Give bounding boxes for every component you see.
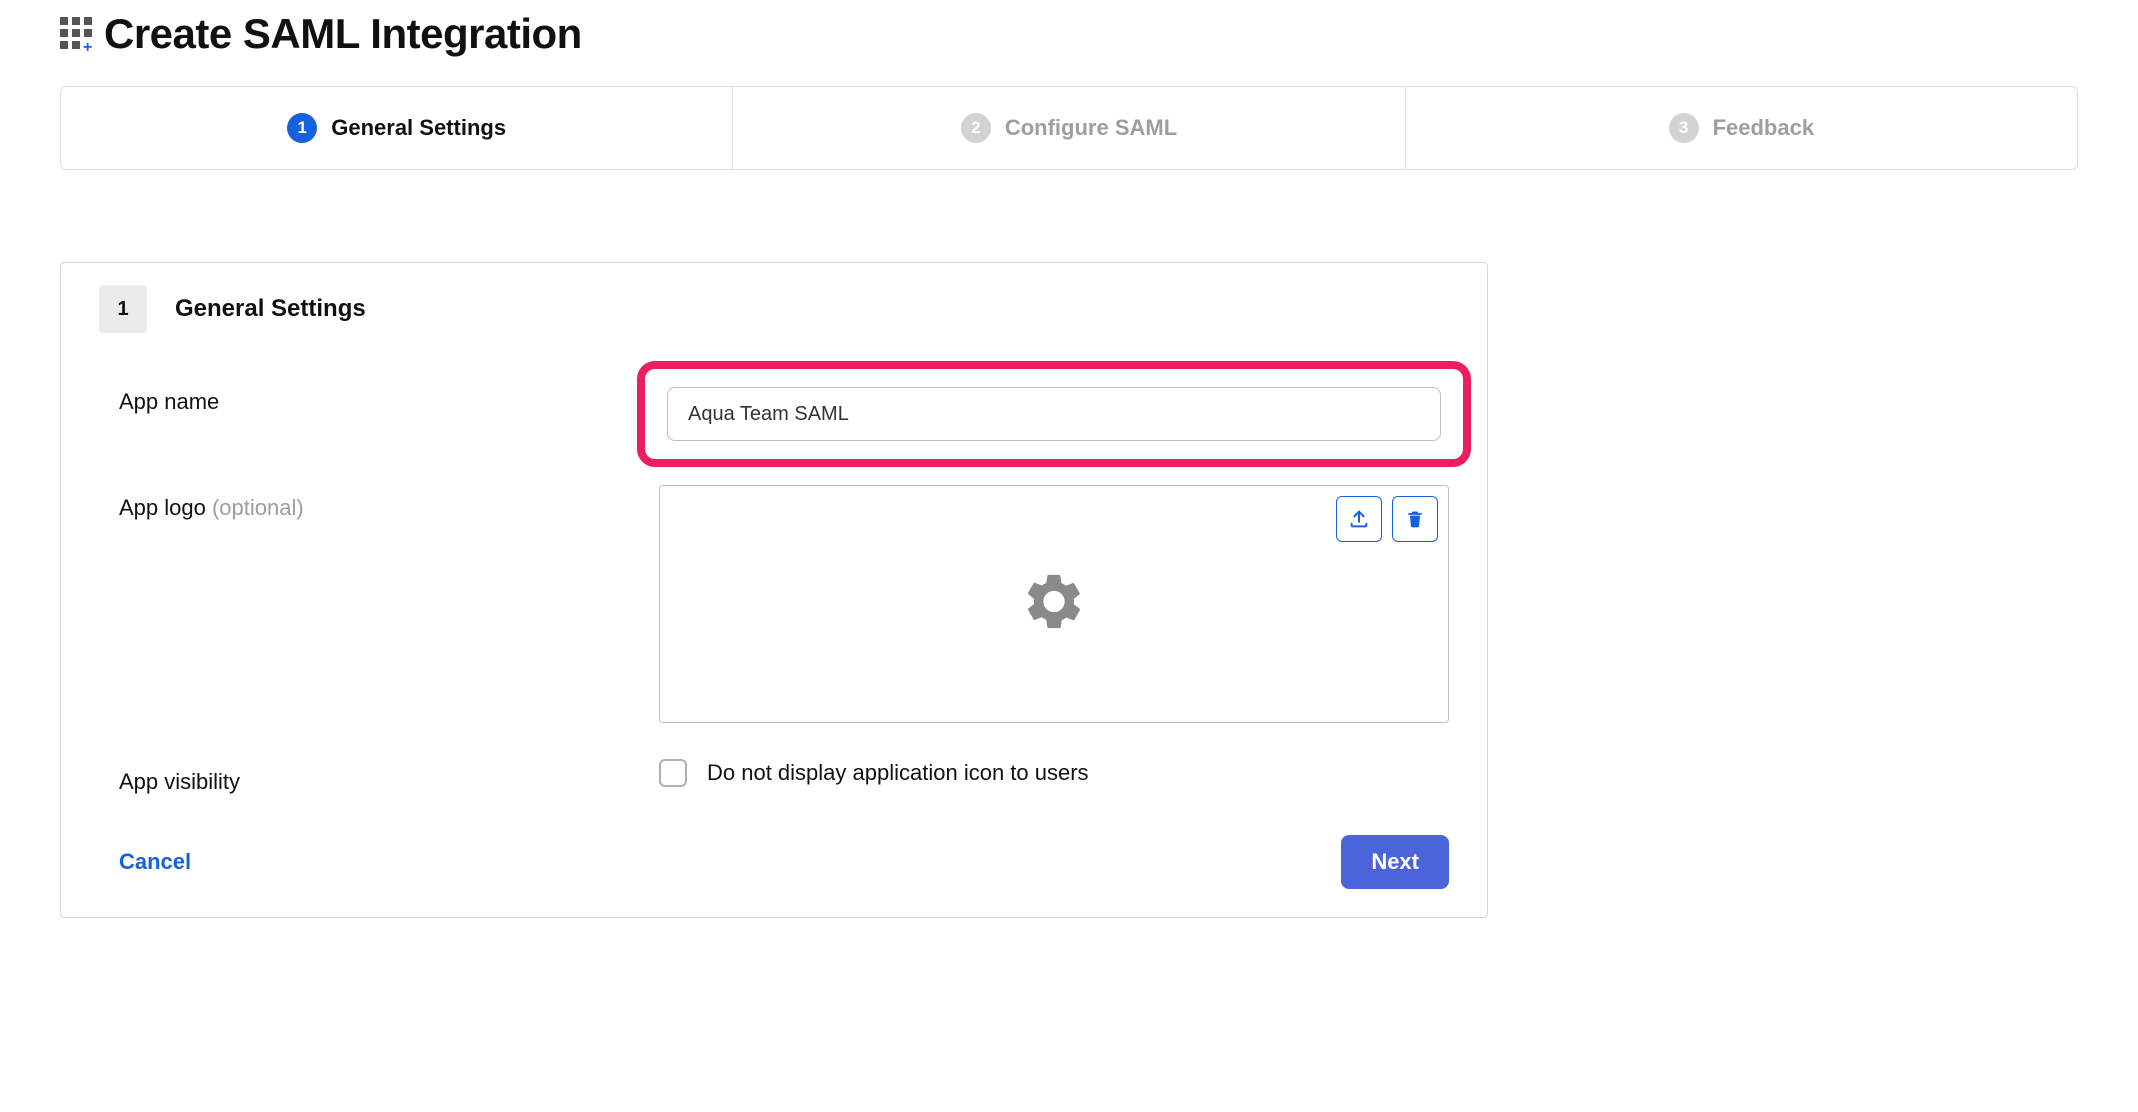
app-logo-dropzone[interactable] bbox=[659, 485, 1449, 723]
step-label: Feedback bbox=[1713, 115, 1815, 141]
step-number: 3 bbox=[1669, 113, 1699, 143]
card-header: 1 General Settings bbox=[99, 285, 1449, 333]
app-visibility-label: App visibility bbox=[99, 759, 659, 795]
upload-logo-button[interactable] bbox=[1336, 496, 1382, 542]
optional-hint: (optional) bbox=[212, 495, 304, 520]
step-feedback[interactable]: 3 Feedback bbox=[1406, 87, 2077, 169]
app-visibility-row: App visibility Do not display applicatio… bbox=[99, 759, 1449, 795]
step-label: General Settings bbox=[331, 115, 506, 141]
logo-actions bbox=[1336, 496, 1438, 542]
page-heading: + Create SAML Integration bbox=[60, 10, 2078, 58]
trash-icon bbox=[1405, 508, 1425, 530]
step-label: Configure SAML bbox=[1005, 115, 1177, 141]
app-logo-row: App logo (optional) bbox=[99, 485, 1449, 723]
step-number: 2 bbox=[961, 113, 991, 143]
card-footer: Cancel Next bbox=[99, 835, 1449, 889]
app-name-input[interactable] bbox=[667, 387, 1441, 441]
step-number: 1 bbox=[287, 113, 317, 143]
app-integration-icon: + bbox=[60, 17, 94, 51]
app-name-row: App name bbox=[99, 379, 1449, 449]
visibility-checkbox-row: Do not display application icon to users bbox=[659, 759, 1449, 787]
app-name-label: App name bbox=[99, 379, 659, 415]
app-logo-label: App logo (optional) bbox=[99, 485, 659, 521]
page-root: + Create SAML Integration 1 General Sett… bbox=[0, 0, 2138, 958]
hide-app-icon-checkbox[interactable] bbox=[659, 759, 687, 787]
app-name-highlight bbox=[637, 361, 1471, 467]
hide-app-icon-label: Do not display application icon to users bbox=[707, 760, 1089, 786]
gear-icon bbox=[1022, 570, 1086, 639]
delete-logo-button[interactable] bbox=[1392, 496, 1438, 542]
card-title: General Settings bbox=[175, 295, 366, 323]
cancel-button[interactable]: Cancel bbox=[99, 849, 191, 875]
app-logo-label-text: App logo bbox=[119, 495, 212, 520]
next-button[interactable]: Next bbox=[1341, 835, 1449, 889]
general-settings-card: 1 General Settings App name App logo (op… bbox=[60, 262, 1488, 918]
upload-icon bbox=[1348, 508, 1370, 530]
step-general-settings[interactable]: 1 General Settings bbox=[61, 87, 733, 169]
page-title: Create SAML Integration bbox=[104, 10, 582, 58]
card-step-number: 1 bbox=[99, 285, 147, 333]
wizard-stepper: 1 General Settings 2 Configure SAML 3 Fe… bbox=[60, 86, 2078, 170]
step-configure-saml[interactable]: 2 Configure SAML bbox=[733, 87, 1405, 169]
